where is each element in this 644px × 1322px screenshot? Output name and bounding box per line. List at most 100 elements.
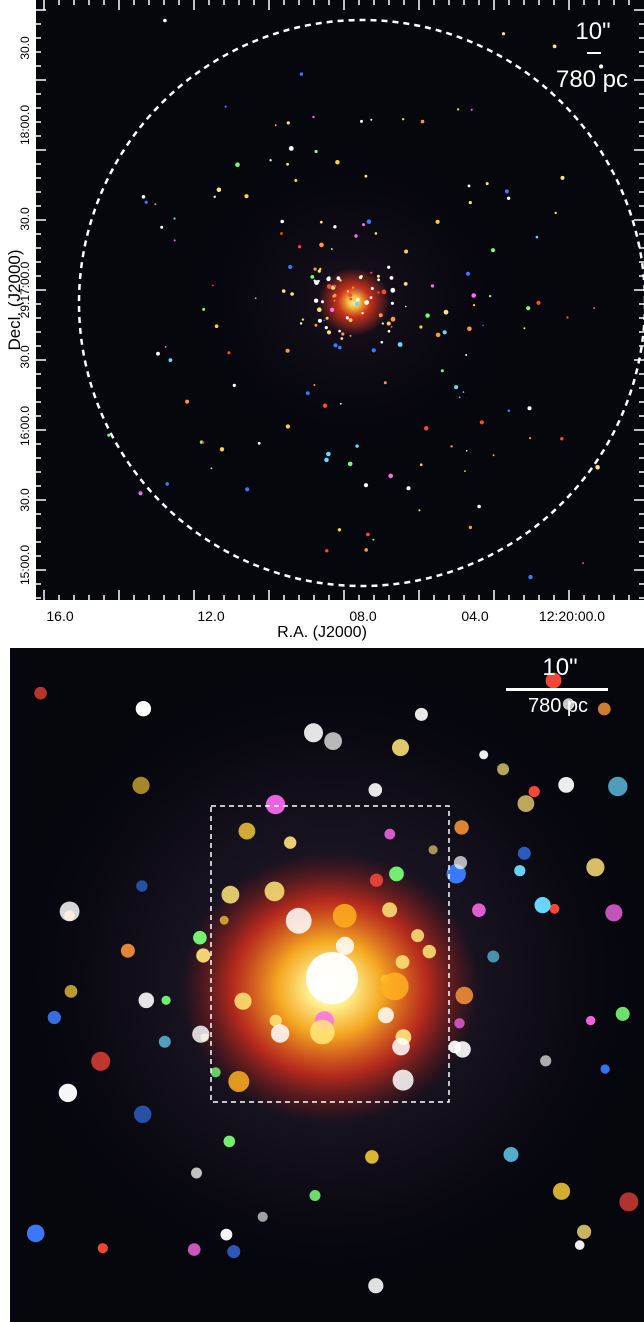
point-source [419, 325, 423, 329]
point-source [497, 763, 510, 776]
y-tick-label: 18:00.0 [18, 104, 32, 146]
point-source [372, 538, 375, 541]
point-source [333, 299, 336, 302]
point-source [168, 358, 173, 362]
point-source [214, 324, 219, 329]
point-source [288, 146, 294, 151]
point-source [313, 298, 319, 303]
point-source [428, 845, 438, 855]
scale-bar-line [506, 688, 608, 691]
point-source [298, 245, 302, 249]
point-source [455, 986, 474, 1005]
point-source [227, 1245, 241, 1259]
point-source [577, 1224, 592, 1239]
point-source [285, 424, 290, 429]
point-source [138, 491, 143, 496]
point-source [586, 858, 605, 877]
point-source [468, 201, 472, 205]
point-source [349, 297, 353, 301]
point-source [403, 282, 408, 286]
point-source [354, 234, 358, 238]
point-source [492, 454, 495, 457]
point-source [411, 929, 425, 943]
point-source [165, 482, 169, 486]
point-source [335, 160, 340, 165]
extraction-circle [77, 18, 644, 588]
point-source [435, 219, 440, 224]
point-source [312, 115, 315, 119]
point-source [582, 562, 585, 565]
point-source [286, 162, 289, 166]
point-source [301, 318, 305, 321]
point-source [324, 457, 329, 463]
point-source [442, 330, 447, 335]
point-source [317, 269, 321, 273]
point-source [378, 313, 383, 317]
point-source [326, 330, 332, 335]
point-source [405, 305, 407, 308]
point-source [141, 195, 146, 199]
point-source [377, 278, 380, 282]
x-axis-label: R.A. (J2000) [277, 624, 367, 641]
point-source [507, 409, 511, 413]
point-source [479, 420, 484, 425]
point-source [332, 294, 336, 298]
point-source [368, 783, 383, 797]
point-source [593, 307, 595, 309]
scale-bar-angle: 10" [575, 18, 611, 45]
point-source [387, 265, 391, 269]
point-source [370, 287, 374, 290]
point-source [365, 300, 369, 305]
point-source [319, 220, 323, 224]
point-source [357, 289, 360, 292]
point-source [340, 337, 344, 340]
point-source [161, 995, 171, 1005]
point-source [314, 149, 318, 154]
point-source [337, 528, 342, 532]
point-source [321, 300, 324, 304]
point-source [317, 307, 322, 313]
point-source [64, 985, 78, 998]
point-source [534, 897, 551, 914]
point-source [443, 309, 449, 315]
point-source [314, 323, 318, 327]
point-source [219, 447, 225, 452]
point-source [364, 548, 369, 552]
point-source [338, 345, 342, 350]
point-source [381, 322, 384, 325]
point-source [223, 1135, 236, 1148]
point-source [390, 301, 394, 305]
y-tick-label: 15:00.0 [18, 544, 32, 586]
point-sources [26, 672, 639, 1294]
point-source [185, 399, 190, 404]
y-tick-label: 30.0 [18, 207, 32, 231]
point-source [608, 776, 628, 797]
point-source [454, 385, 459, 390]
point-source [136, 880, 148, 892]
point-source [326, 451, 331, 457]
point-source [388, 473, 394, 479]
point-source [540, 1055, 552, 1067]
point-source [354, 301, 359, 306]
point-source [464, 470, 466, 472]
point-source [453, 856, 468, 870]
point-source [482, 324, 484, 327]
point-source [187, 1243, 201, 1256]
point-source [144, 200, 148, 204]
point-source [527, 406, 532, 411]
point-source [419, 463, 423, 467]
point-source [304, 723, 323, 743]
point-source [313, 384, 316, 386]
point-source [402, 118, 405, 121]
point-source [430, 284, 435, 288]
point-source [135, 701, 152, 717]
point-source [286, 121, 290, 125]
point-source [269, 159, 272, 162]
point-source [458, 396, 461, 399]
point-source [58, 1083, 78, 1103]
point-source [435, 332, 441, 338]
point-source [574, 1240, 585, 1250]
point-source [59, 901, 80, 922]
point-source [363, 483, 369, 488]
point-source [219, 915, 229, 925]
